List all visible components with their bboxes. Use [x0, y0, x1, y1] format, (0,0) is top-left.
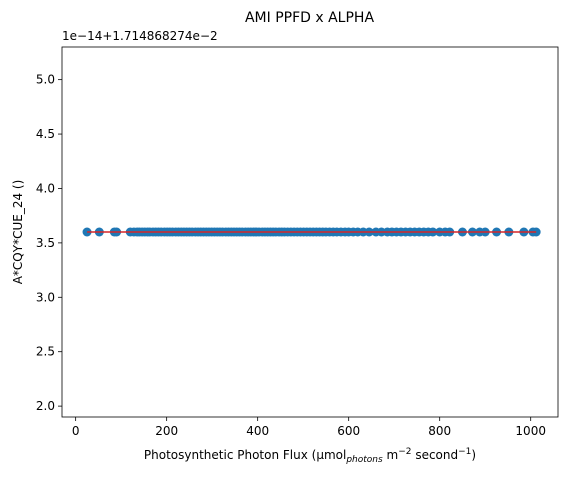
x-axis-label-sup1: −2: [398, 447, 411, 457]
y-tick-label: 4.0: [36, 181, 55, 195]
x-axis-label-suffix: ): [471, 448, 476, 462]
x-tick-label: 400: [246, 424, 269, 438]
x-tick-label: 600: [337, 424, 360, 438]
y-offset-label: 1e−14+1.714868274e−2: [62, 29, 218, 43]
series-layer: [82, 227, 541, 237]
y-tick-label: 3.0: [36, 290, 55, 304]
x-tick-label: 800: [428, 424, 451, 438]
axes-spines: [61, 46, 559, 418]
x-tick-label: 200: [155, 424, 178, 438]
y-tick-label: 2.0: [36, 399, 55, 413]
x-axis-label-mid: m: [383, 448, 399, 462]
x-axis-label: Photosynthetic Photon Flux (µmolphotons …: [144, 447, 476, 465]
x-tick-label: 1000: [515, 424, 546, 438]
x-axis-label-sup2: −1: [458, 447, 471, 457]
y-tick-label: 4.5: [36, 127, 55, 141]
plot-area: [61, 46, 559, 418]
chart-title: AMI PPFD x ALPHA: [245, 10, 374, 26]
y-axis-label: A*CQY*CUE_24 (): [11, 180, 25, 285]
x-tick-label: 0: [72, 424, 80, 438]
y-tick-label: 5.0: [36, 73, 55, 87]
x-axis-ticks: 0 200 400 600 800 1000: [72, 417, 546, 438]
y-tick-label: 3.5: [36, 236, 55, 250]
x-axis-label-mid2: second: [412, 448, 459, 462]
y-axis-ticks: 2.0 2.5 3.0 3.5 4.0 4.5 5.0: [36, 73, 62, 413]
x-axis-label-prefix: Photosynthetic Photon Flux (µmol: [144, 448, 346, 462]
x-axis-label-sub: photons: [345, 455, 383, 465]
y-tick-label: 2.5: [36, 345, 55, 359]
